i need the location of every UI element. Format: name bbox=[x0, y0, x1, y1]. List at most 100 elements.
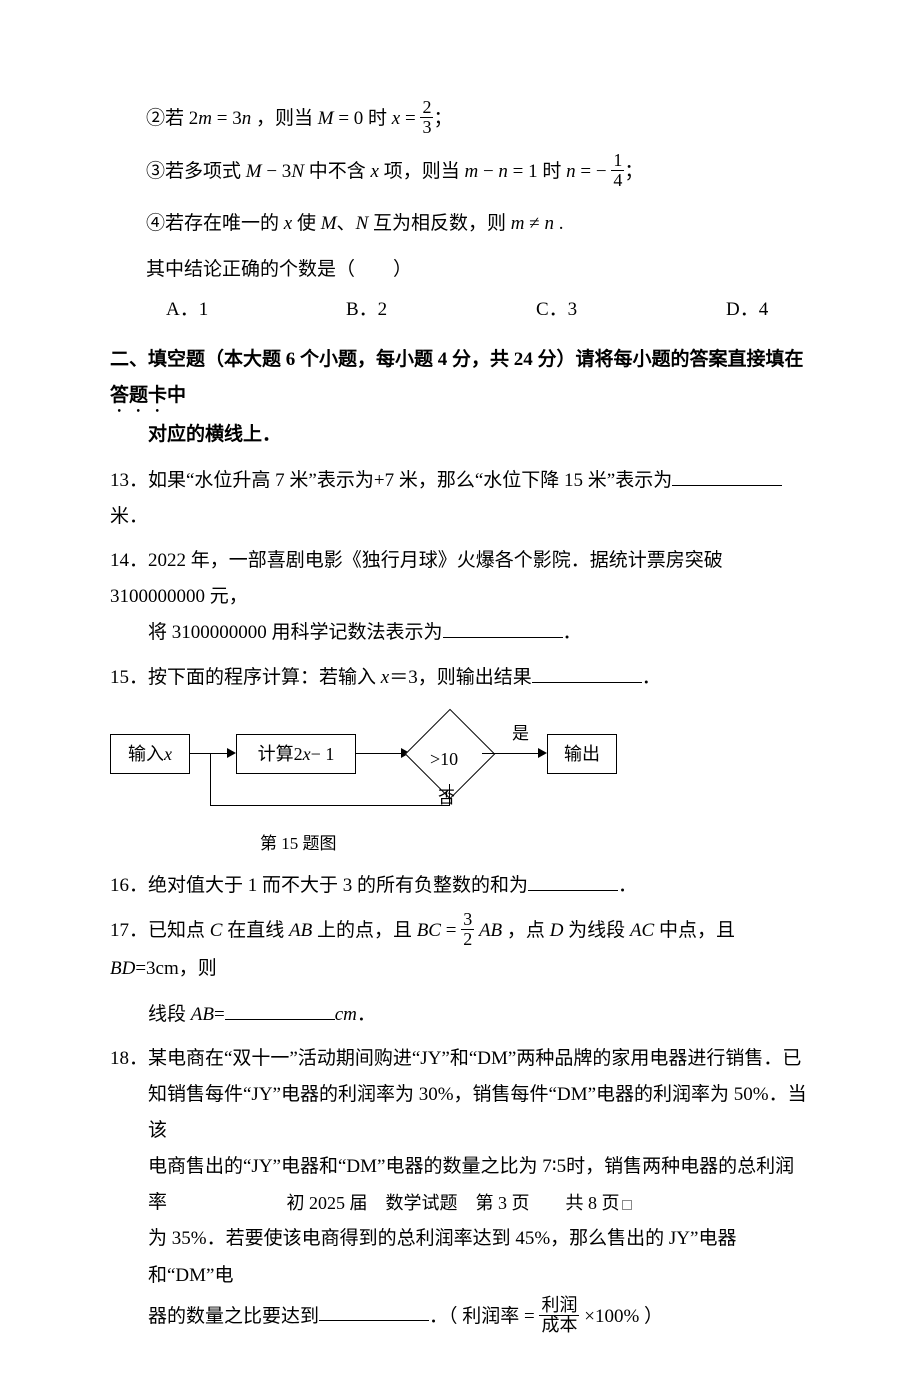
arrow-line bbox=[210, 754, 211, 806]
question-13: 13．如果“水位升高 7 米”表示为+7 米，那么“水位下降 15 米”表示为米… bbox=[110, 463, 810, 535]
question-18-line5: 器的数量之比要达到．（ 利润率 = 利润成本 ×100% ） bbox=[110, 1298, 810, 1337]
var-M: M bbox=[321, 213, 337, 234]
text: 器的数量之比要达到 bbox=[148, 1305, 319, 1326]
statement-2: ②若 2m = 3n ，则当 M = 0 时 x = 23； bbox=[110, 100, 810, 139]
text: 在直线 bbox=[222, 920, 289, 941]
text: 项，则当 bbox=[379, 161, 465, 182]
text: 18．某电商在“双十一”活动期间购进“JY”和“DM”两种品牌的家用电器进行销售… bbox=[110, 1048, 801, 1069]
text: ． bbox=[357, 1004, 376, 1025]
numerator: 利润 bbox=[539, 1296, 579, 1315]
var-n: n bbox=[544, 213, 554, 234]
text: 电商售出的“JY”电器和“DM”电器的数量之比为 bbox=[148, 1156, 542, 1177]
var-AB: AB bbox=[479, 920, 502, 941]
text: 14．2022 年，一部喜剧电影《独行月球》火爆各个影院．据统计票房突破 310… bbox=[110, 550, 723, 607]
var-M: M bbox=[318, 108, 334, 129]
section-2-heading: 二、填空题（本大题 6 个小题，每小题 4 分，共 24 分）请将每小题的答案直… bbox=[110, 342, 810, 453]
text: 计算 bbox=[258, 737, 294, 771]
text: 17．已知点 bbox=[110, 920, 210, 941]
text: ④若存在唯一的 bbox=[146, 213, 284, 234]
options-row: A．1 B．2 C．3 D．4 bbox=[110, 292, 810, 328]
text: − 3 bbox=[262, 161, 292, 182]
var-m: m bbox=[464, 161, 478, 182]
var-x: x bbox=[164, 737, 172, 771]
ratio: 7∶5 bbox=[542, 1156, 566, 1177]
statement-3: ③若多项式 M − 3N 中不含 x 项，则当 m − n = 1 时 n = … bbox=[110, 153, 810, 192]
unit-cm: cm bbox=[335, 1004, 357, 1025]
blank bbox=[319, 1301, 429, 1321]
text: = bbox=[400, 108, 420, 129]
question-14-line2: 将 3100000000 用科学记数法表示为 ． bbox=[110, 615, 810, 651]
question-14: 14．2022 年，一部喜剧电影《独行月球》火爆各个影院．据统计票房突破 310… bbox=[110, 543, 810, 651]
text: 上的点，且 bbox=[312, 920, 417, 941]
question-17-line2: 线段 AB=cm． bbox=[110, 997, 810, 1033]
text: ． bbox=[563, 622, 582, 643]
flow-calc-box: 计算 2x − 1 bbox=[236, 734, 356, 774]
question-18-line2: 知销售每件“JY”电器的利润率为 30%，销售每件“DM”电器的利润率为 50%… bbox=[110, 1077, 810, 1149]
denominator: 成本 bbox=[539, 1315, 579, 1335]
text: − 1 bbox=[311, 737, 335, 771]
blank bbox=[443, 618, 563, 638]
var-n: n bbox=[498, 161, 508, 182]
question-18-line4: 为 35%．若要使该电商得到的总利润率达到 45%，那么售出的 JY”电器和“D… bbox=[110, 1221, 810, 1293]
flow-no-label: 否 bbox=[438, 782, 455, 814]
text: ＝3，则输出结果 bbox=[389, 667, 532, 688]
var-x: x bbox=[371, 161, 379, 182]
arrow-line bbox=[210, 805, 450, 806]
denominator: 4 bbox=[611, 170, 624, 190]
text: 、 bbox=[337, 213, 356, 234]
var-n: n bbox=[566, 161, 576, 182]
text: 中 bbox=[167, 385, 186, 406]
fraction: 32 bbox=[461, 910, 474, 949]
text: ． bbox=[618, 875, 637, 896]
conclusion-line: 其中结论正确的个数是（ ） bbox=[110, 252, 810, 288]
flow-input-box: 输入 x bbox=[110, 734, 190, 774]
numerator: 3 bbox=[461, 910, 474, 929]
var-N: N bbox=[291, 161, 304, 182]
text: ． bbox=[642, 667, 661, 688]
text: 页 共 bbox=[507, 1193, 588, 1213]
fraction: 23 bbox=[420, 98, 433, 137]
text: 线段 bbox=[148, 1004, 191, 1025]
var-AB: AB bbox=[289, 920, 312, 941]
text: . bbox=[554, 213, 564, 234]
var-x: x bbox=[381, 667, 389, 688]
marker-icon bbox=[622, 1200, 632, 1210]
text: 16．绝对值大于 1 而不大于 3 的所有负整数的和为 bbox=[110, 875, 528, 896]
denominator: 3 bbox=[420, 117, 433, 137]
flow-yes-label: 是 bbox=[512, 718, 529, 750]
var-N: N bbox=[356, 213, 369, 234]
flowchart: 输入 x 计算 2x − 1 >10 是 输出 否 bbox=[110, 714, 810, 860]
text: 中不含 bbox=[304, 161, 371, 182]
var-C: C bbox=[210, 920, 223, 941]
text: − bbox=[478, 161, 498, 182]
text: ，点 bbox=[502, 920, 550, 941]
blank bbox=[528, 871, 618, 891]
numerator: 2 bbox=[420, 98, 433, 117]
text: = 1 时 bbox=[508, 161, 566, 182]
text: = 0 时 bbox=[334, 108, 392, 129]
fraction: 利润成本 bbox=[539, 1296, 579, 1335]
page-footer: 初 2025 届 数学试题 第 3 页 共 8 页 bbox=[0, 1186, 920, 1220]
var-m: m bbox=[198, 108, 212, 129]
text: 二、填空题（本大题 6 个小题，每小题 4 分，共 24 分）请将每小题的答案直… bbox=[110, 349, 804, 370]
text: =3cm，则 bbox=[135, 958, 216, 979]
text: 为线段 bbox=[563, 920, 630, 941]
denominator: 2 bbox=[461, 929, 474, 949]
text: 中点，且 bbox=[654, 920, 735, 941]
text: ×100% ） bbox=[579, 1305, 663, 1326]
numerator: 1 bbox=[611, 151, 624, 170]
var-BC: BC bbox=[417, 920, 441, 941]
text: 15．按下面的程序计算：若输入 bbox=[110, 667, 381, 688]
text: 13．如果“水位升高 7 米”表示为+7 米，那么“水位下降 15 米”表示为 bbox=[110, 470, 672, 491]
var-m: m bbox=[511, 213, 525, 234]
var-n: n bbox=[242, 108, 252, 129]
option-c: C．3 bbox=[536, 292, 726, 328]
text: 将 3100000000 用科学记数法表示为 bbox=[148, 622, 443, 643]
text: 输入 bbox=[128, 737, 164, 771]
text: ②若 bbox=[146, 108, 189, 129]
text: ，则当 bbox=[251, 108, 318, 129]
option-a: A．1 bbox=[166, 292, 346, 328]
var-AB: AB bbox=[191, 1004, 214, 1025]
blank bbox=[672, 466, 782, 486]
page-total: 8 bbox=[588, 1193, 597, 1213]
